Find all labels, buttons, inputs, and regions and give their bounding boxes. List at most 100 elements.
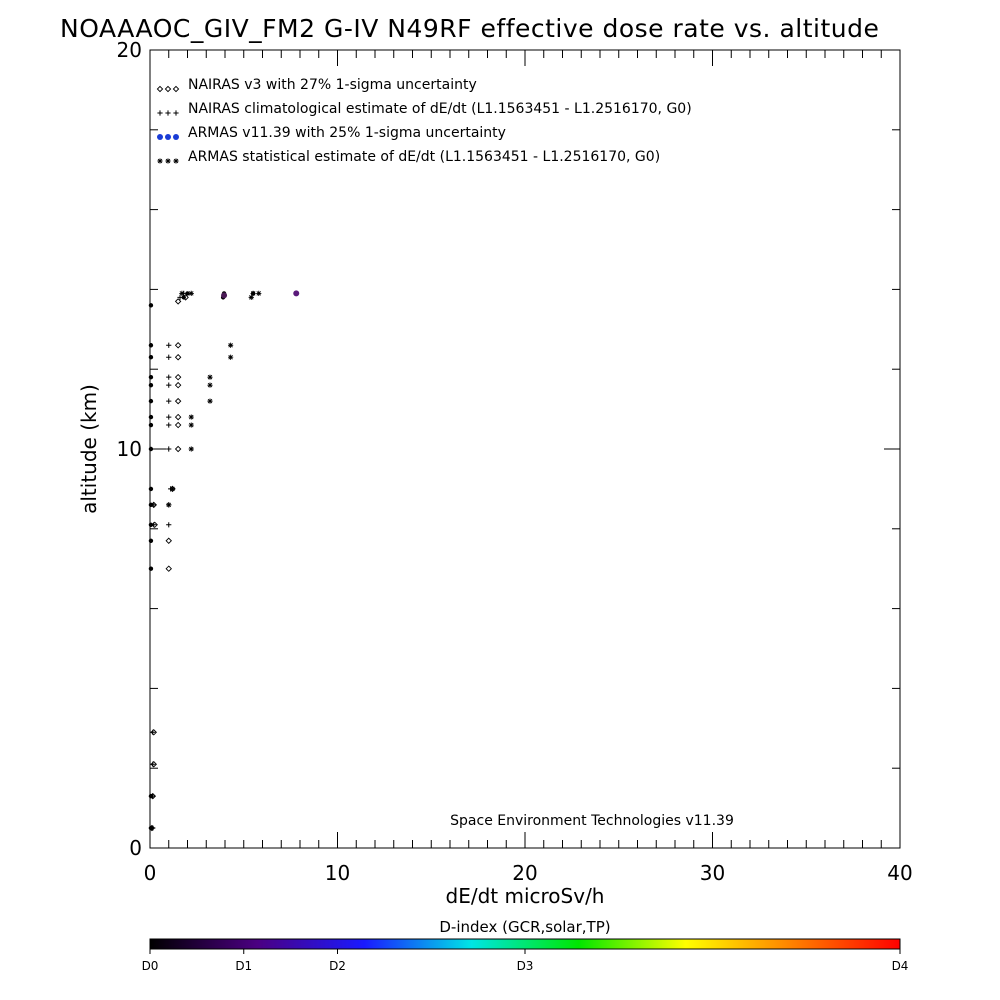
x-tick-label: 0 [144,861,157,885]
legend-symbol [165,134,171,140]
colorbar-label: D2 [329,959,346,973]
data-point [166,502,172,508]
highlight-point [293,290,300,297]
data-point [150,729,157,736]
data-point [174,373,182,381]
colorbar-label: D4 [892,959,909,973]
data-point [188,290,194,296]
data-point [166,446,172,452]
colorbar-label: D1 [235,959,252,973]
legend-symbol [157,134,163,140]
data-point [148,382,154,388]
data-point [169,486,176,492]
data-point [148,825,154,831]
y-tick-label: 20 [117,38,142,62]
x-tick-label: 40 [887,861,912,885]
data-point [174,353,182,361]
data-point [148,446,154,452]
data-point [148,522,154,528]
legend-symbol [156,85,164,93]
legend-label: ARMAS statistical estimate of dE/dt (L1.… [188,149,660,165]
axis-tick-labels: 0 10 20 30 40 0 10 20 [117,38,913,885]
highlight-point [221,292,228,299]
legend-symbol [172,85,180,93]
x-tick-label: 10 [325,861,350,885]
data-points [148,290,300,832]
legend-label: ARMAS v11.39 with 25% 1-sigma uncertaint… [188,125,506,141]
plot-frame [149,49,901,849]
legend-symbol [173,158,179,164]
data-point [174,397,182,405]
legend: NAIRAS v3 with 27% 1-sigma uncertainty NA… [156,77,692,165]
data-point [207,374,213,380]
legend-label: NAIRAS v3 with 27% 1-sigma uncertainty [188,77,477,93]
x-axis-label: dE/dt microSv/h [446,884,605,908]
legend-symbol [165,110,171,116]
data-point [148,398,154,404]
data-point [181,295,186,300]
data-point [148,303,154,308]
data-point [166,414,172,420]
colorbar-title: D-index (GCR,solar,TP) [439,918,610,936]
data-point [166,382,172,388]
data-point [248,294,254,300]
data-point [250,290,256,296]
data-point [166,374,172,380]
data-point [207,382,213,388]
data-point [174,413,182,421]
data-point [148,502,154,508]
data-point [166,422,172,428]
data-point [174,298,182,305]
chart-title: NOAAAOC_GIV_FM2 G-IV N49RF effective dos… [60,14,879,43]
data-point [148,793,154,799]
credit-text: Space Environment Technologies v11.39 [450,813,734,829]
x-tick-label: 20 [512,861,537,885]
legend-symbol [164,85,172,93]
data-point [148,355,154,360]
data-point [207,398,213,404]
data-point [148,343,154,348]
data-point [148,414,154,420]
data-point [148,374,154,380]
data-point [188,422,194,428]
data-point [148,422,154,428]
data-point [166,354,172,360]
data-point [148,566,154,571]
legend-symbol [165,158,171,164]
legend-symbol [157,110,163,116]
data-point [185,291,190,296]
data-point [150,729,156,735]
data-point [179,290,185,296]
legend-symbol [157,158,163,164]
data-point [148,538,154,543]
data-point [174,342,182,349]
y-tick-label: 0 [129,836,142,860]
data-point [148,486,154,492]
data-point [228,354,234,360]
data-point [174,445,182,453]
data-point [188,414,194,420]
y-axis-label: altitude (km) [77,384,101,514]
data-point [166,398,172,404]
colorbar-labels: D0 D1 D2 D3 D4 [142,949,909,973]
data-point [150,760,157,768]
data-point [150,761,156,767]
colorbar-label: D3 [517,959,534,973]
axis-ticks [149,49,901,849]
data-point [166,342,172,348]
data-point [228,342,234,348]
data-point [166,522,172,528]
legend-symbol [173,110,179,116]
data-point [165,537,172,545]
data-point [188,446,194,452]
legend-symbol [173,134,179,140]
data-point [256,290,262,296]
colorbar-label: D0 [142,959,159,973]
data-point [174,421,182,429]
data-point [165,565,172,572]
data-point [174,381,182,389]
y-tick-label: 10 [117,437,142,461]
colorbar [149,938,901,950]
x-tick-label: 30 [700,861,725,885]
